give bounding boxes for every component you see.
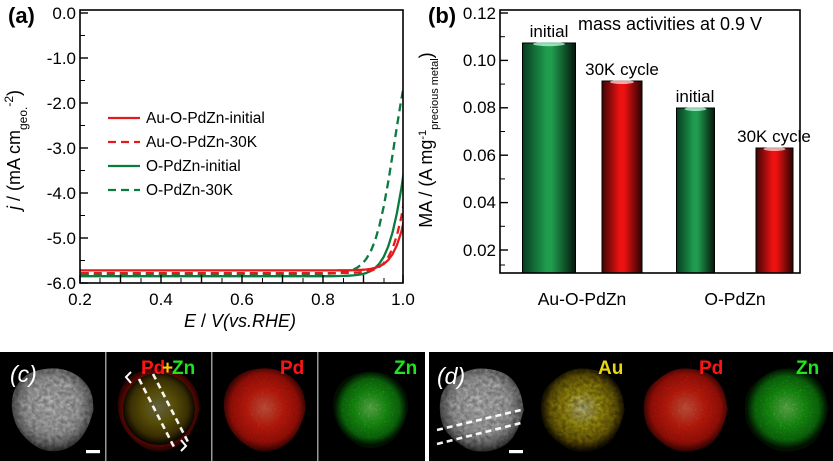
svg-text:-2.0: -2.0 (47, 94, 76, 113)
svg-text:0.12: 0.12 (463, 4, 496, 23)
svg-text:O-PdZn: O-PdZn (704, 289, 765, 309)
svg-text:0.4: 0.4 (149, 290, 173, 309)
svg-text:-1.0: -1.0 (47, 49, 76, 68)
svg-text:0.04: 0.04 (463, 193, 496, 212)
svg-text:initial: initial (530, 22, 569, 41)
svg-text:Au: Au (598, 358, 623, 379)
svg-text:(b): (b) (428, 3, 456, 28)
svg-text:0.08: 0.08 (463, 98, 496, 117)
svg-text:0.02: 0.02 (463, 241, 496, 260)
svg-text:Zn: Zn (394, 358, 417, 379)
svg-text:(d): (d) (437, 363, 465, 389)
svg-text:Pd: Pd (699, 358, 723, 379)
svg-text:0.2: 0.2 (68, 290, 92, 309)
svg-text:MA / (A mg-1precious metal): MA / (A mg-1precious metal) (416, 52, 441, 227)
svg-text:Zn: Zn (172, 358, 195, 379)
svg-text:-4.0: -4.0 (47, 184, 76, 203)
svg-text:Zn: Zn (796, 358, 819, 379)
svg-text:(a): (a) (8, 3, 35, 28)
svg-text:0.6: 0.6 (230, 290, 254, 309)
svg-text:-5.0: -5.0 (47, 229, 76, 248)
svg-text:-3.0: -3.0 (47, 139, 76, 158)
svg-text:0.0: 0.0 (52, 4, 76, 23)
svg-text:30K cycle: 30K cycle (737, 127, 811, 146)
svg-text:O-PdZn-initial: O-PdZn-initial (146, 158, 241, 175)
svg-text:0.8: 0.8 (311, 290, 335, 309)
svg-text:Au-O-PdZn-initial: Au-O-PdZn-initial (146, 110, 265, 127)
svg-text:O-PdZn-30K: O-PdZn-30K (146, 182, 234, 199)
svg-text:E / V(vs.RHE): E / V(vs.RHE) (184, 311, 296, 331)
svg-text:Pd: Pd (280, 358, 304, 379)
svg-text:j / (mA cmgeo.-2): j / (mA cmgeo.-2) (2, 90, 30, 213)
svg-text:0.10: 0.10 (463, 51, 496, 70)
svg-text:Au-O-PdZn: Au-O-PdZn (538, 289, 627, 309)
svg-text:30K cycle: 30K cycle (585, 60, 659, 79)
svg-text:0.06: 0.06 (463, 146, 496, 165)
svg-text:(c): (c) (10, 361, 37, 387)
svg-text:mass activities at 0.9 V: mass activities at 0.9 V (578, 14, 762, 34)
svg-text:Au-O-PdZn-30K: Au-O-PdZn-30K (146, 134, 258, 151)
svg-text:initial: initial (676, 87, 715, 106)
